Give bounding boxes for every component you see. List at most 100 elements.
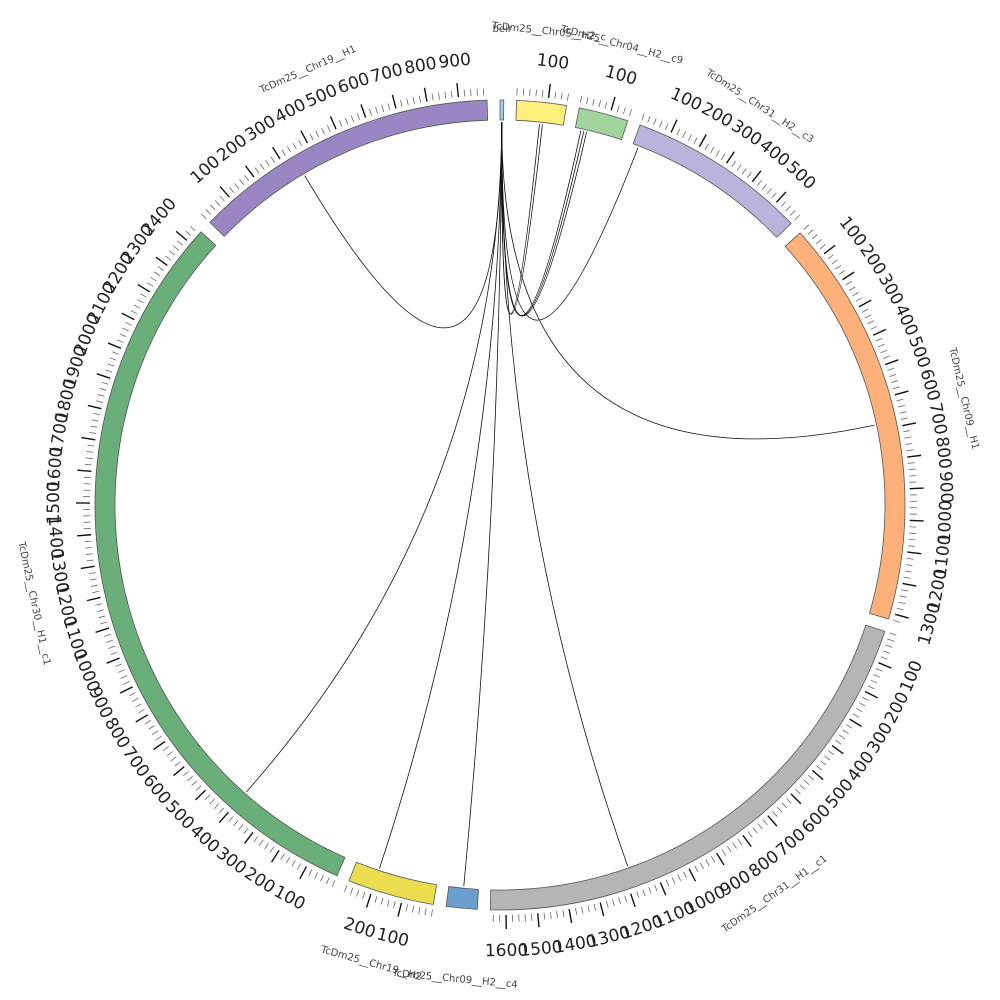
major-tick: [96, 373, 111, 379]
minor-tick: [726, 845, 732, 853]
major-tick: [270, 850, 280, 863]
minor-tick: [761, 184, 767, 191]
minor-tick: [616, 105, 620, 113]
tick-label: 100: [536, 50, 571, 74]
minor-tick: [838, 270, 846, 275]
minor-tick: [90, 584, 98, 587]
minor-tick: [676, 128, 681, 136]
minor-tick: [380, 897, 384, 905]
minor-tick: [849, 286, 856, 291]
minor-tick: [721, 849, 727, 856]
minor-tick: [665, 879, 670, 887]
segments-layer: [94, 99, 906, 911]
minor-tick: [228, 816, 234, 822]
link-11: [246, 122, 503, 793]
major-tick: [81, 436, 96, 441]
minor-tick: [411, 905, 415, 913]
minor-tick: [710, 146, 715, 154]
minor-tick: [870, 326, 878, 330]
minor-tick: [162, 746, 169, 752]
major-tick: [884, 359, 899, 366]
minor-tick: [96, 400, 104, 403]
major-tick: [537, 913, 540, 928]
minor-tick: [772, 811, 778, 817]
major-tick: [823, 244, 836, 255]
major-tick: [909, 487, 924, 490]
major-tick: [329, 116, 337, 130]
minor-tick: [880, 656, 888, 660]
minor-tick: [904, 570, 912, 573]
minor-tick: [808, 775, 814, 781]
minor-tick: [575, 907, 578, 915]
minor-tick: [586, 97, 589, 105]
tick-label: 700: [369, 60, 405, 88]
minor-tick: [878, 343, 885, 348]
major-tick: [790, 793, 802, 805]
minor-tick: [900, 417, 908, 420]
minor-tick: [556, 911, 559, 919]
major-tick: [568, 909, 573, 924]
major-tick: [87, 404, 102, 410]
minor-tick: [664, 123, 669, 130]
minor-tick: [95, 603, 103, 606]
link-1: [501, 122, 543, 315]
minor-tick: [618, 897, 621, 905]
major-tick: [107, 342, 122, 350]
minor-tick: [214, 200, 221, 206]
minor-tick: [567, 93, 569, 101]
minor-tick: [648, 886, 652, 894]
minor-tick: [84, 540, 92, 543]
major-tick: [244, 831, 254, 844]
minor-tick: [89, 578, 97, 581]
minor-tick: [592, 98, 595, 106]
major-tick: [271, 146, 281, 160]
minor-tick: [130, 310, 138, 315]
minor-tick: [381, 105, 385, 112]
minor-tick: [906, 449, 914, 452]
minor-tick: [393, 901, 396, 909]
minor-tick: [799, 784, 806, 790]
segment-chr09h1: [784, 232, 906, 620]
minor-tick: [659, 120, 663, 128]
minor-tick: [182, 771, 189, 777]
minor-tick: [154, 271, 161, 277]
minor-tick: [715, 150, 720, 157]
minor-tick: [99, 387, 107, 391]
tick-label: 1000: [935, 500, 957, 544]
minor-tick: [444, 91, 447, 99]
minor-tick: [907, 545, 915, 547]
link-9: [463, 122, 503, 887]
minor-tick: [91, 419, 99, 422]
major-tick: [864, 690, 878, 699]
minor-tick: [587, 905, 590, 913]
minor-tick: [893, 620, 901, 623]
minor-tick: [150, 276, 157, 282]
minor-tick: [412, 97, 415, 105]
minor-tick: [144, 719, 152, 725]
segment-label-beir: beir: [492, 24, 512, 35]
minor-tick: [731, 160, 737, 168]
major-tick: [811, 769, 824, 781]
major-tick: [902, 582, 917, 587]
tick-label: 500: [303, 81, 341, 112]
major-tick: [698, 134, 707, 148]
minor-tick: [314, 872, 319, 879]
tick-label: 1400: [44, 515, 67, 560]
minor-tick: [286, 146, 292, 153]
minor-tick: [852, 291, 859, 297]
minor-tick: [424, 908, 427, 916]
minor-tick: [579, 96, 583, 104]
minor-tick: [875, 668, 883, 672]
minor-tick: [901, 589, 909, 592]
segment-hifi: [515, 99, 568, 126]
minor-tick: [905, 443, 913, 445]
minor-tick: [151, 730, 159, 736]
minor-tick: [430, 909, 433, 917]
minor-tick: [321, 127, 325, 135]
minor-tick: [146, 282, 154, 287]
minor-tick: [137, 298, 144, 304]
tick-label: 1600: [485, 941, 529, 962]
minor-tick: [219, 195, 225, 202]
minor-tick: [896, 607, 904, 611]
minor-tick: [85, 457, 93, 460]
